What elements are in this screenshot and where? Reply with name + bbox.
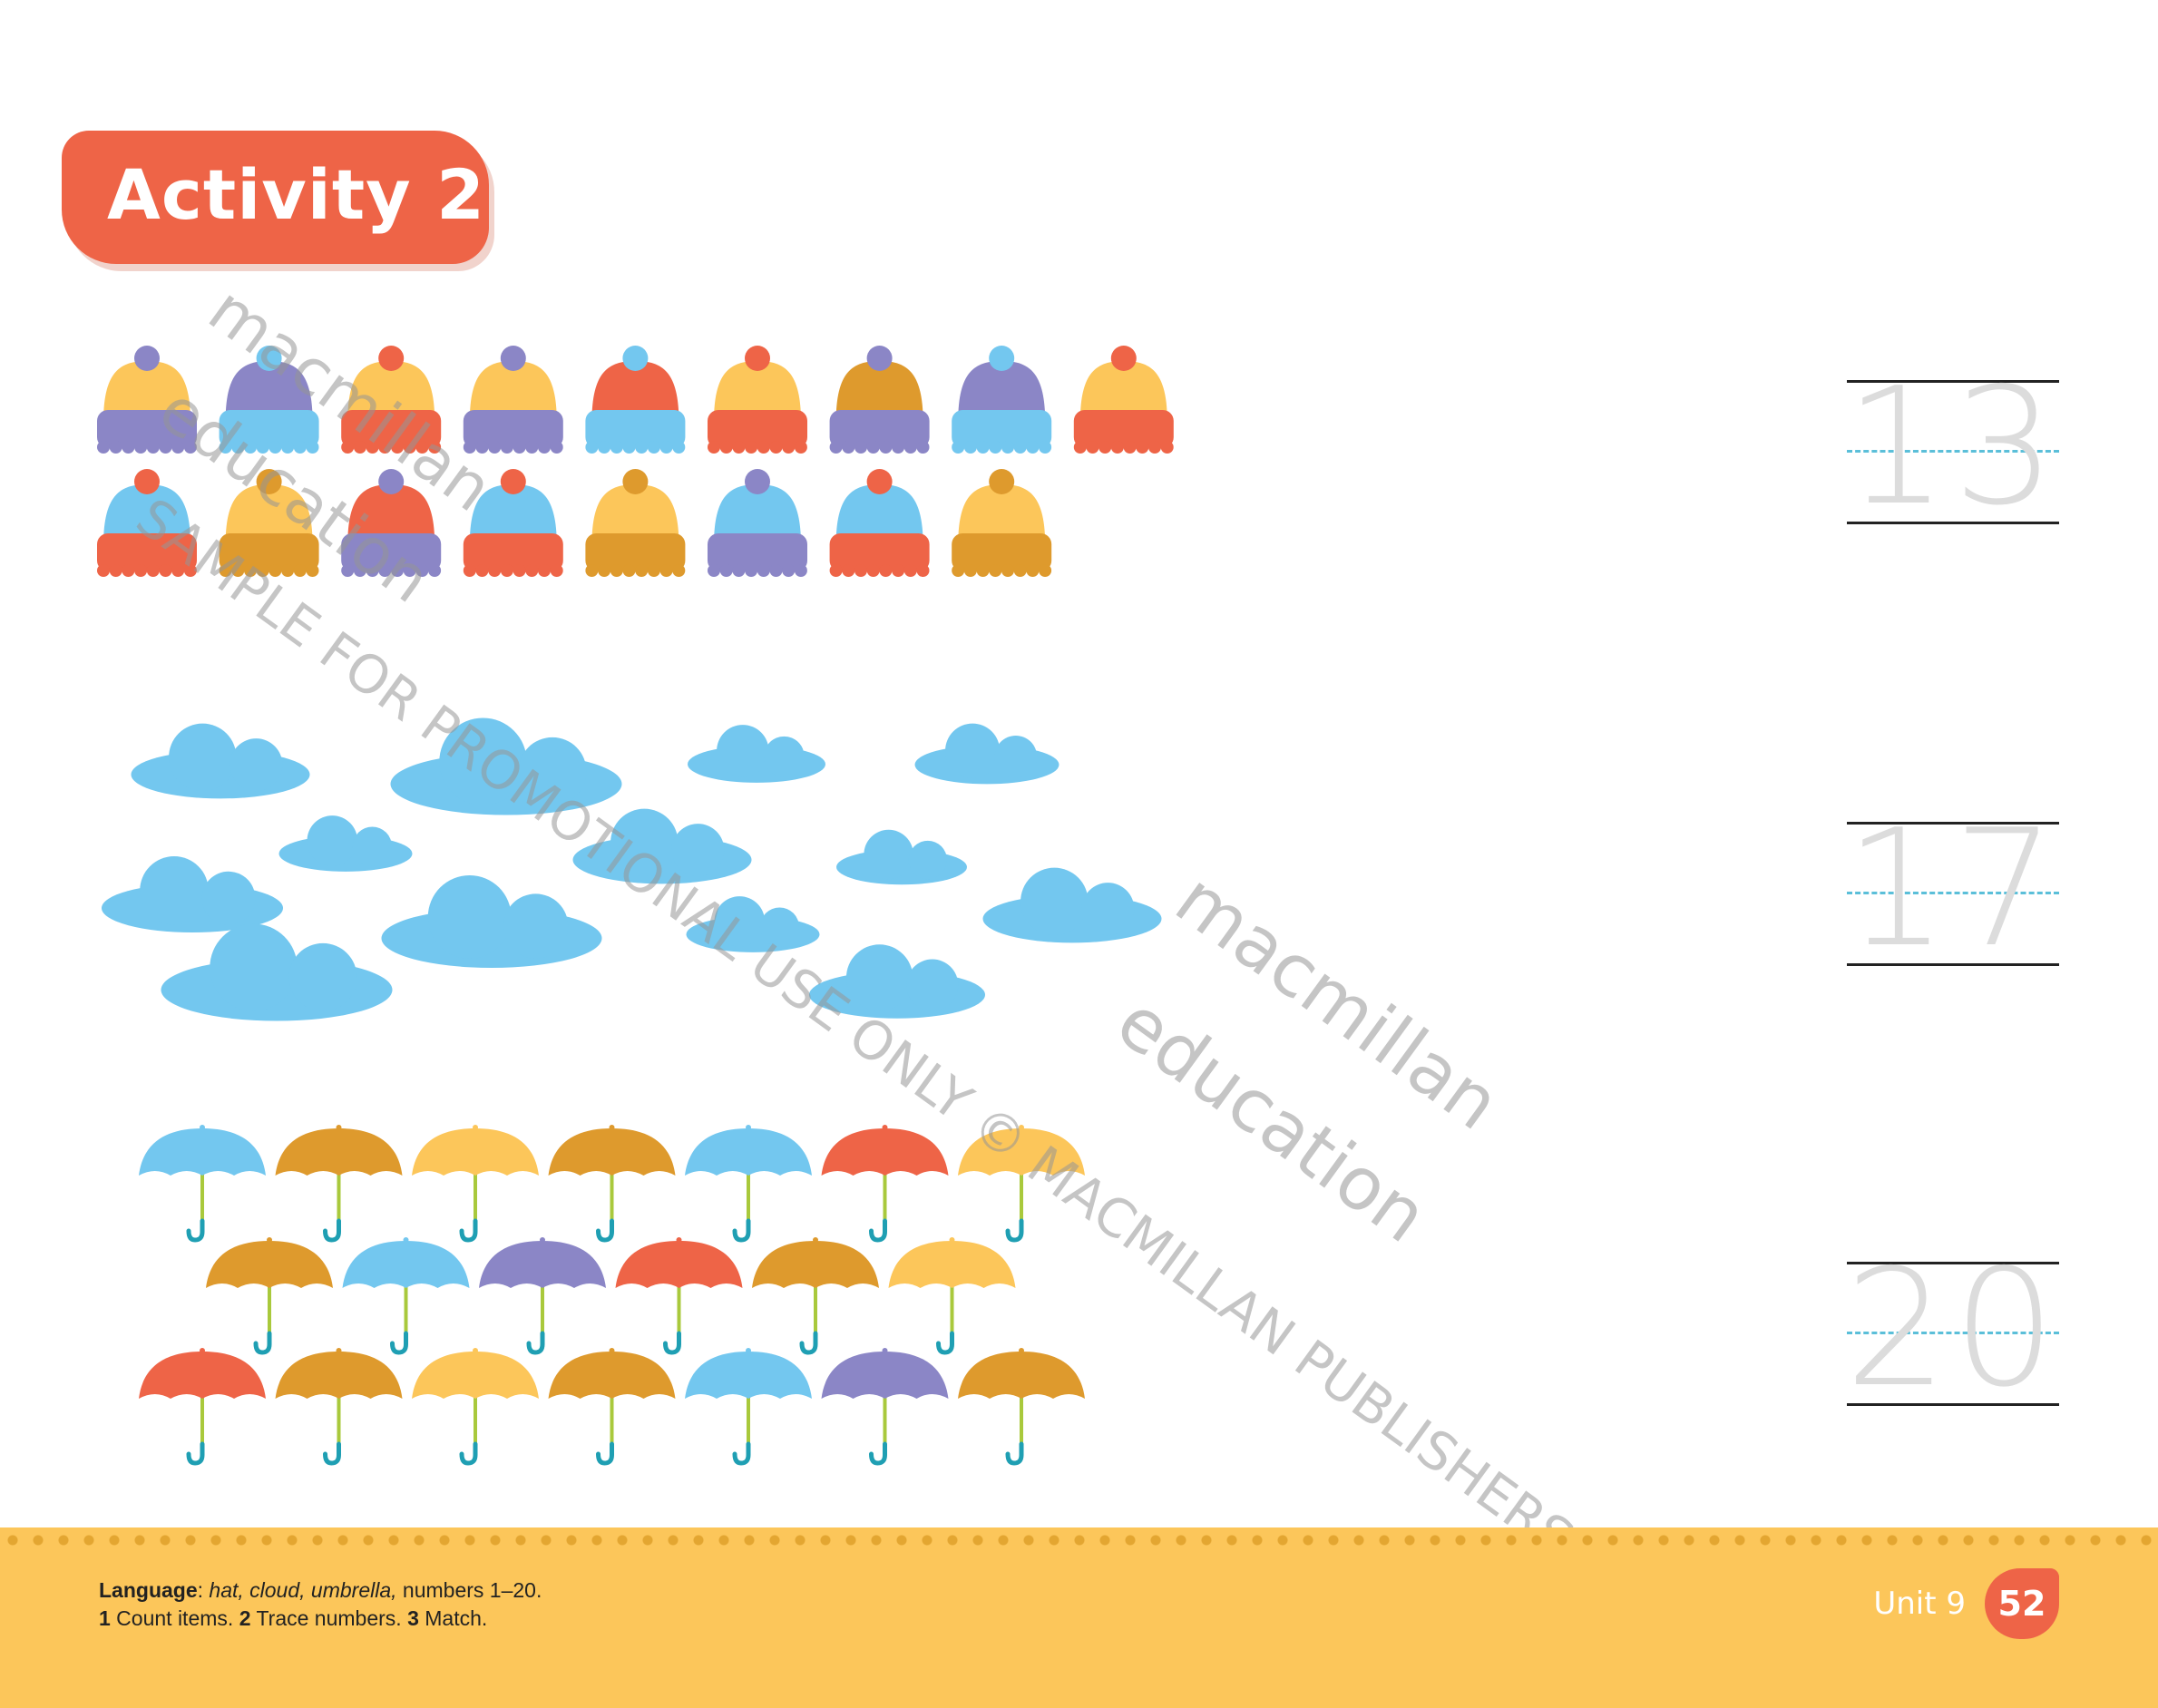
dashed-guide: [1847, 1332, 2059, 1334]
hat: [829, 469, 930, 577]
umbrella: [685, 1348, 812, 1466]
language-words: hat, cloud, umbrella,: [209, 1578, 397, 1602]
hat: [97, 346, 197, 454]
umbrella: [275, 1348, 403, 1466]
cloud: [161, 923, 393, 1021]
umbrella: [139, 1348, 266, 1466]
cloud: [278, 815, 413, 872]
trace-number: 17: [1844, 795, 2062, 982]
cloud: [914, 723, 1059, 785]
umbrella: [412, 1348, 539, 1466]
hat: [463, 469, 563, 577]
language-rest: numbers 1–20.: [396, 1578, 542, 1602]
step-text: Match.: [418, 1606, 488, 1630]
activity-badge: Activity 2: [62, 131, 489, 264]
cloud: [686, 896, 820, 952]
dotted-border: [0, 1535, 2158, 1546]
trace-box-1[interactable]: 13: [1845, 366, 2059, 528]
umbrella: [139, 1125, 266, 1243]
umbrella: [342, 1237, 470, 1355]
umbrella: [821, 1348, 949, 1466]
step-text: Count items.: [110, 1606, 239, 1630]
umbrella: [958, 1125, 1085, 1243]
umbrella: [275, 1125, 403, 1243]
hat: [1073, 346, 1174, 454]
cloud: [390, 717, 622, 815]
cloud: [688, 725, 825, 783]
cloud: [131, 723, 310, 799]
step-text: Trace numbers.: [250, 1606, 408, 1630]
umbrella: [615, 1237, 743, 1355]
step-number: 2: [239, 1606, 251, 1630]
cloud: [102, 856, 283, 932]
unit-label: Unit 9: [1873, 1586, 1966, 1622]
hat: [952, 469, 1052, 577]
trace-number: 13: [1844, 353, 2062, 541]
activity-title: Activity 2: [107, 154, 486, 235]
trace-number: 20: [1844, 1235, 2062, 1422]
hat: [708, 346, 807, 454]
hat: [952, 346, 1052, 454]
dashed-guide: [1847, 450, 2059, 453]
umbrella: [888, 1237, 1016, 1355]
hat: [341, 346, 442, 454]
trace-box-3[interactable]: 20: [1845, 1248, 2059, 1410]
step-number: 1: [99, 1606, 111, 1630]
dashed-guide: [1847, 892, 2059, 894]
hat: [219, 346, 319, 454]
umbrella: [548, 1125, 676, 1243]
umbrella: [206, 1237, 333, 1355]
cloud: [381, 874, 602, 969]
hat: [585, 469, 686, 577]
cloud: [836, 829, 967, 885]
umbrella: [752, 1237, 879, 1355]
umbrella: [412, 1125, 539, 1243]
trace-box-2[interactable]: 17: [1845, 808, 2059, 970]
language-label: Language: [99, 1578, 198, 1602]
hat: [97, 469, 197, 577]
hat: [708, 469, 807, 577]
page-number: 52: [1985, 1568, 2059, 1639]
umbrella: [685, 1125, 812, 1243]
umbrella: [958, 1348, 1085, 1466]
hat: [829, 346, 930, 454]
hat: [341, 469, 442, 577]
umbrella: [479, 1237, 606, 1355]
hat: [585, 346, 686, 454]
hat: [219, 469, 319, 577]
hat: [463, 346, 563, 454]
cloud: [809, 944, 985, 1019]
umbrella: [548, 1348, 676, 1466]
footer: Language: hat, cloud, umbrella, numbers …: [0, 1527, 2158, 1708]
umbrella: [821, 1125, 949, 1243]
step-number: 3: [407, 1606, 419, 1630]
cloud: [572, 808, 752, 884]
cloud: [982, 867, 1162, 943]
teacher-notes: Language: hat, cloud, umbrella, numbers …: [99, 1578, 542, 1630]
